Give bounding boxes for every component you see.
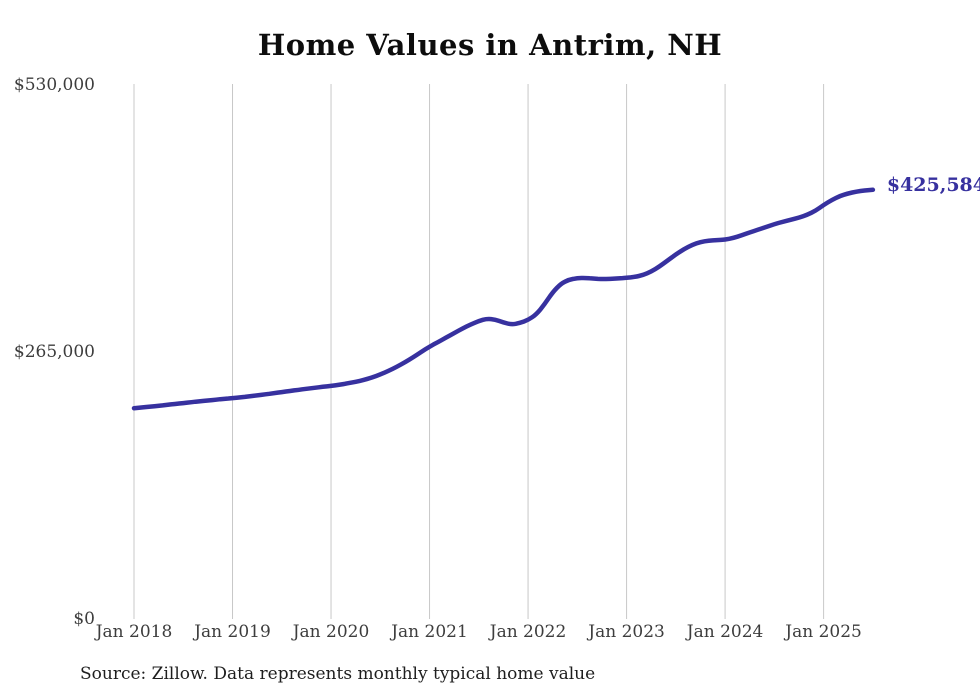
chart-title: Home Values in Antrim, NH <box>257 28 723 62</box>
x-axis-tick-label: Jan 2021 <box>391 622 468 642</box>
home-value-line <box>131 187 876 411</box>
y-axis-tick-label: $0 <box>73 609 95 629</box>
x-axis-tick-label: Jan 2018 <box>95 622 173 642</box>
x-axis-tick-label: Jan 2025 <box>785 622 862 642</box>
x-axis-tick-label: Jan 2023 <box>588 622 665 642</box>
x-axis-tick-label: Jan 2022 <box>489 622 567 642</box>
x-axis-tick-label: Jan 2024 <box>686 622 764 642</box>
y-axis-tick-label: $530,000 <box>13 74 95 95</box>
x-axis-tick-label: Jan 2020 <box>292 622 370 642</box>
latest-value-label: $425,584 <box>886 173 980 196</box>
y-axis-tick-label: $265,000 <box>13 341 95 362</box>
x-axis-tick-label: Jan 2019 <box>194 622 271 642</box>
source-note: Source: Zillow. Data represents monthly … <box>80 664 596 684</box>
